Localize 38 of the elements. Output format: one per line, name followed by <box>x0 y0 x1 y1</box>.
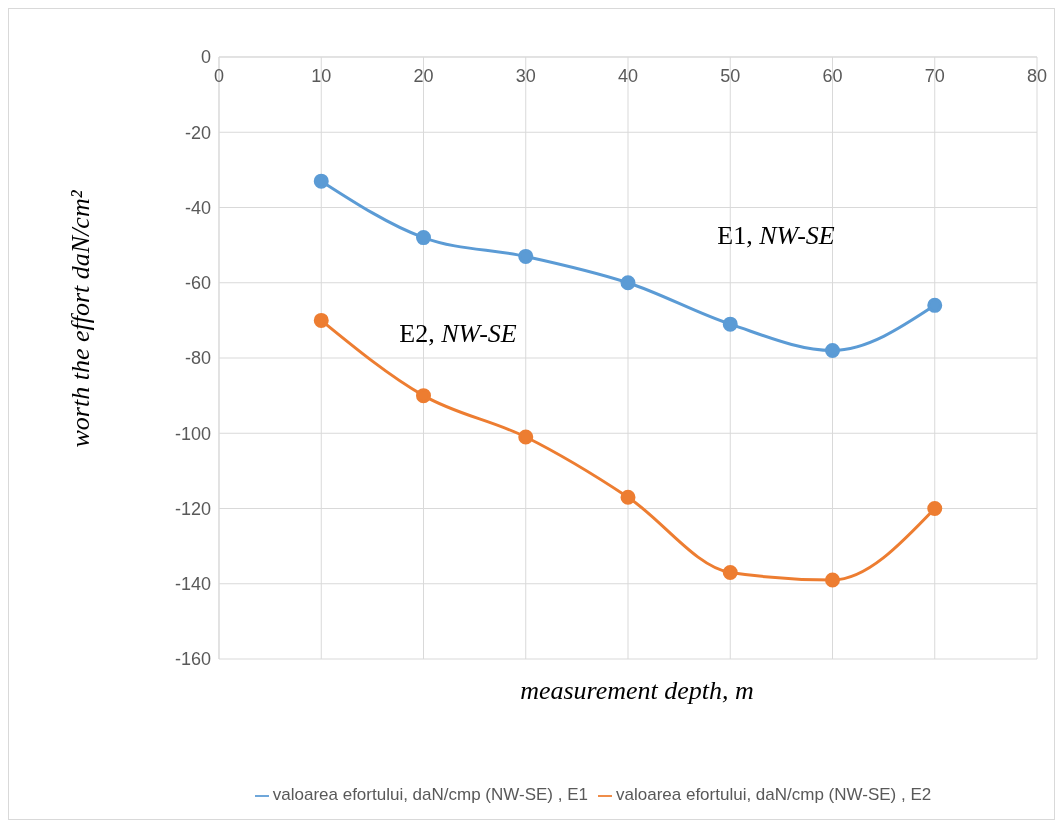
x-tick-label: 20 <box>413 66 434 86</box>
point <box>620 489 636 505</box>
x-tick-label: 80 <box>1026 66 1048 86</box>
point <box>927 501 943 516</box>
y-tick-label: -100 <box>174 423 211 444</box>
x-tick-label: 0 <box>213 66 225 86</box>
point <box>313 312 329 328</box>
annotation: E2, NW-SE <box>399 318 517 348</box>
y-tick-label: -20 <box>184 122 211 143</box>
annotation: E1, NW-SE <box>717 220 835 250</box>
y-tick-label: -160 <box>174 649 211 670</box>
point <box>722 564 738 580</box>
point <box>620 275 636 291</box>
point <box>518 248 534 264</box>
y-tick-label: -60 <box>184 273 211 294</box>
point <box>416 388 431 404</box>
x-tick-label: 70 <box>924 66 945 86</box>
y-tick-label: -40 <box>184 197 211 218</box>
x-tick-label: 50 <box>720 66 741 86</box>
y-tick-label: -120 <box>174 498 211 519</box>
legend-label: valoarea efortului, daN/cmp (NW-SE) , E1 <box>272 785 588 804</box>
x-tick-label: 40 <box>617 66 639 86</box>
y-tick-label: -80 <box>184 348 211 369</box>
point <box>927 297 943 313</box>
point <box>825 572 840 588</box>
point <box>518 429 534 445</box>
x-tick-label: 30 <box>515 66 536 86</box>
y-axis-title: worth the effort daN/cm² <box>66 189 95 448</box>
legend-label: valoarea efortului, daN/cmp (NW-SE) , E2 <box>616 785 932 804</box>
point <box>416 230 431 246</box>
point <box>313 173 329 189</box>
point <box>722 316 738 332</box>
point <box>825 342 840 358</box>
y-tick-label: -140 <box>174 574 211 595</box>
x-tick-label: 10 <box>311 66 332 86</box>
y-tick-label: 0 <box>200 47 211 68</box>
x-tick-label: 60 <box>822 66 843 86</box>
x-axis-title: measurement depth, m <box>520 676 754 705</box>
